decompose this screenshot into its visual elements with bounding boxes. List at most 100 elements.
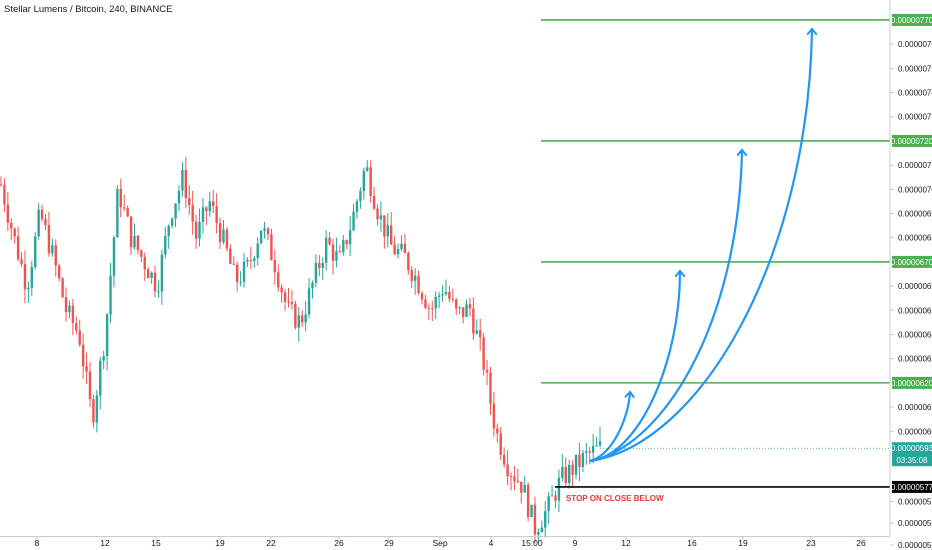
candle-body: [328, 237, 331, 245]
candle-body: [126, 207, 129, 217]
candle-body: [34, 236, 37, 268]
candle-body: [57, 265, 61, 279]
stop-level-tag: [892, 480, 932, 493]
candle-body: [420, 293, 424, 300]
candle-body: [437, 295, 441, 297]
candle-body: [331, 244, 335, 261]
candle-body: [479, 330, 482, 338]
candle-body: [129, 216, 133, 248]
candle-body: [273, 260, 277, 273]
candle-body: [51, 245, 54, 254]
target-level-label: 0.00000670: [891, 258, 932, 267]
candle-body: [174, 203, 177, 219]
candle-body: [229, 248, 232, 264]
time-tick-label: 4: [489, 538, 494, 548]
candle-body: [335, 251, 338, 261]
candle-body: [338, 251, 342, 253]
candle-body: [431, 308, 434, 310]
candle-body: [564, 467, 567, 484]
price-tick-label: 0.00000600: [898, 427, 932, 436]
candle-body: [68, 305, 71, 313]
candle-body: [3, 184, 6, 205]
candle-body: [201, 207, 205, 222]
candle-body: [458, 307, 461, 309]
candle-body: [304, 314, 307, 323]
candle-body: [153, 272, 157, 292]
candle-body: [44, 219, 47, 226]
candle-body: [177, 190, 181, 204]
candle-body: [396, 248, 400, 255]
candle-body: [314, 263, 318, 283]
candle-body: [523, 485, 526, 493]
candle-body: [444, 292, 448, 295]
candle-body: [188, 198, 191, 205]
candle-body: [150, 272, 153, 279]
candle-body: [0, 184, 3, 186]
price-tick-label: 0.00000700: [898, 185, 932, 194]
candle-body: [191, 204, 194, 222]
candle-body: [92, 399, 95, 423]
candle-body: [482, 337, 485, 370]
candle-body: [520, 481, 523, 493]
candle-body: [324, 237, 328, 263]
projection-arrow: [589, 393, 630, 463]
candle-body: [225, 229, 229, 249]
candle-body: [475, 330, 478, 334]
target-level-tag: [892, 376, 932, 389]
candle-body: [417, 275, 420, 294]
candle-body: [266, 228, 270, 235]
candle-body: [23, 264, 27, 290]
candle-body: [379, 215, 383, 220]
price-tick-label: 0.00000640: [898, 330, 932, 339]
candle-body: [448, 292, 451, 299]
candle-body: [574, 454, 578, 475]
candle-body: [242, 261, 246, 282]
candle-body: [222, 229, 225, 243]
candle-body: [75, 322, 78, 331]
target-level-tag: [892, 134, 932, 147]
candle-body: [160, 254, 164, 292]
candle-body: [359, 191, 362, 202]
stop-level-label: 0.00000577: [891, 483, 932, 492]
candle-body: [492, 403, 496, 429]
candle-body: [263, 228, 266, 231]
candle-body: [133, 235, 136, 248]
time-tick-label: 12: [621, 538, 631, 548]
candle-body: [6, 204, 10, 223]
candle-body: [307, 288, 311, 315]
candle-body: [369, 167, 372, 197]
candle-body: [355, 201, 359, 212]
candle-body: [253, 258, 256, 261]
candle-body: [550, 495, 554, 497]
candle-body: [105, 314, 109, 357]
candle-body: [393, 244, 396, 255]
candle-body: [561, 467, 564, 478]
price-tick-label: 0.00000630: [898, 355, 932, 364]
candle-body: [112, 237, 116, 276]
candle-body: [232, 263, 235, 265]
candle-body: [256, 243, 259, 259]
candle-body: [294, 303, 297, 328]
candle-body: [235, 264, 239, 282]
candle-body: [10, 222, 13, 229]
candle-body: [342, 240, 345, 253]
candle-body: [301, 315, 304, 323]
candle-body: [297, 315, 300, 328]
projection-arrows-layer: [589, 30, 812, 463]
candle-body: [181, 169, 184, 191]
time-axis: 8 12 15 19 22 26 29 Sep 4 15:00 9 12 16 19 23 26: [0, 536, 890, 548]
time-tick-label: 19: [215, 538, 225, 548]
candle-body: [249, 259, 253, 261]
price-tick-label: 0.00000562: [898, 519, 932, 528]
candle-body: [102, 356, 105, 361]
candle-body: [489, 372, 492, 404]
candle-body: [64, 297, 68, 313]
price-tick-label: 0.00000740: [898, 89, 932, 98]
target-levels-layer: 0.00000770 0.00000720 0.00000670 0.00000620…: [541, 13, 932, 503]
candle-body: [400, 243, 403, 249]
target-level-label: 0.00000770: [891, 16, 932, 25]
candle-body: [270, 234, 273, 261]
candle-body: [208, 201, 211, 212]
candle-body: [554, 495, 557, 501]
